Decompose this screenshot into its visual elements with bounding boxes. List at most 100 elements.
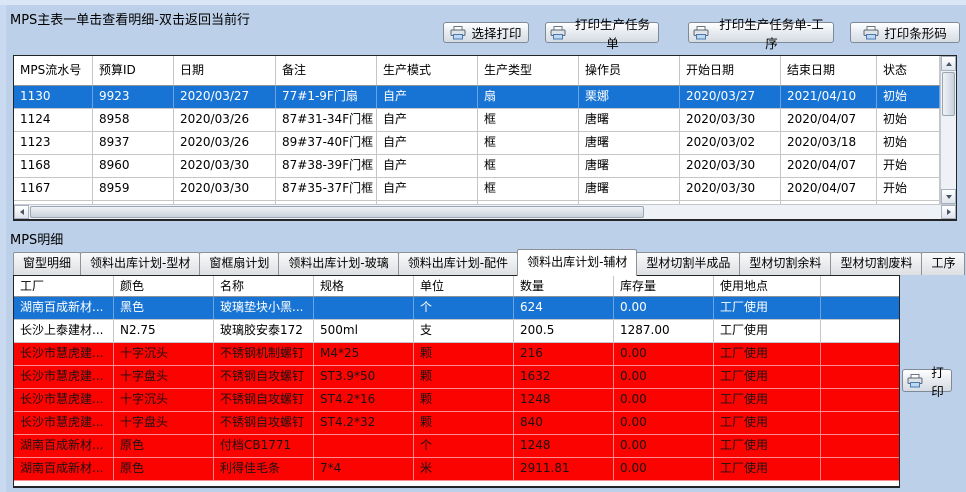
column-header[interactable]: 状态 (877, 56, 940, 85)
cell: 7*4 (314, 458, 414, 480)
column-header[interactable]: 操作员 (579, 56, 680, 85)
button-label: 打印生产任务单-工序 (719, 16, 824, 51)
column-header[interactable]: 结束日期 (781, 56, 877, 85)
column-header[interactable]: 工厂 (14, 276, 114, 296)
table-row[interactable]: 湖南百成新材... 黑色 玻璃垫块小黑... 个 624 0.00 工厂使用 (14, 297, 899, 320)
cell: 0.00 (614, 366, 714, 388)
tab-领料出库计划-配件[interactable]: 领料出库计划-配件 (397, 252, 519, 275)
select-print-button[interactable]: 选择打印 (443, 22, 529, 43)
printer-icon (450, 25, 466, 40)
cell: 玻璃胶安泰172 (214, 320, 314, 342)
cell: 个 (414, 435, 514, 457)
cell: 湖南百成新材... (14, 458, 114, 480)
table-row[interactable]: 1124 8958 2020/03/26 87#31-34F门框 自产框唐曙 2020/0… (14, 109, 956, 132)
scroll-up-button[interactable] (941, 56, 956, 71)
cell: 1124 (14, 109, 93, 131)
cell: ST4.2*32 (314, 412, 414, 434)
table-row[interactable]: 1123 8937 2020/03/26 89#37-40F门框 自产框唐曙 2020/0… (14, 132, 956, 155)
cell: 87#35-37F门框 (276, 178, 377, 200)
cell: 十字盘头 (114, 366, 214, 388)
cell (781, 201, 877, 205)
vertical-scrollbar[interactable] (940, 56, 956, 204)
table-row[interactable]: 1168 8960 2020/03/30 87#38-39F门框 自产框唐曙 2020/0… (14, 155, 956, 178)
print-production-task-process-button[interactable]: 打印生产任务单-工序 (688, 17, 834, 51)
cell: 框 (478, 109, 579, 131)
cell (174, 201, 276, 205)
table-row[interactable]: 长沙上泰建材... N2.75 玻璃胶安泰172 500ml 支 200.5 1287.00… (14, 320, 899, 343)
tab-领料出库计划-辅材[interactable]: 领料出库计划-辅材 (517, 249, 638, 276)
tab-型材切割半成品[interactable]: 型材切割半成品 (636, 252, 741, 275)
column-header[interactable]: 开始日期 (680, 56, 781, 85)
scroll-down-button[interactable] (941, 189, 956, 204)
tab-工序[interactable]: 工序 (921, 252, 966, 275)
scroll-left-button[interactable] (14, 205, 29, 219)
cell: 湖南百成新材... (14, 297, 114, 319)
column-header[interactable]: 颜色 (114, 276, 214, 296)
cell: 9923 (93, 86, 174, 108)
master-table-body: 1130 9923 2020/03/27 77#1-9F门扇 自产扇栗娜 2020/03/… (14, 86, 956, 205)
column-header[interactable]: 单位 (414, 276, 514, 296)
cell: 长沙上泰建材... (14, 320, 114, 342)
detail-print-button[interactable]: 打印 (902, 365, 952, 399)
cell: 1287.00 (614, 320, 714, 342)
table-row[interactable]: 湖南百成新材... 原色 利得佳毛条 7*4 米 2911.81 0.00 工厂使用 (14, 458, 899, 481)
print-production-task-button[interactable]: 打印生产任务单 (545, 17, 659, 51)
column-header[interactable]: 库存量 (614, 276, 714, 296)
cell: 2020/03/18 (781, 132, 877, 154)
horizontal-scroll-thumb[interactable] (30, 206, 644, 218)
tab-窗框扇计划[interactable]: 窗框扇计划 (199, 252, 280, 275)
cell: 玻璃垫块小黑... (214, 297, 314, 319)
table-row[interactable]: 1167 8959 2020/03/30 87#35-37F门框 自产框唐曙 2020/0… (14, 178, 956, 201)
tab-领料出库计划-型材[interactable]: 领料出库计划-型材 (80, 252, 201, 275)
cell: 自产 (377, 178, 478, 200)
column-header[interactable]: 规格 (314, 276, 414, 296)
printer-icon (693, 25, 709, 40)
printer-icon (863, 25, 879, 40)
table-row[interactable]: 长沙市慧虎建... 十字沉头 不锈钢自攻螺钉 ST4.2*16 颗 1248 0.00 工厂使… (14, 389, 899, 412)
horizontal-scrollbar[interactable] (14, 204, 956, 219)
scroll-right-button[interactable] (941, 205, 956, 219)
cell: 0.00 (614, 389, 714, 411)
cell: 扇 (478, 86, 579, 108)
tab-窗型明细[interactable]: 窗型明细 (13, 252, 82, 275)
cell: 工厂使用 (714, 297, 821, 319)
cell: 长沙市慧虎建... (14, 412, 114, 434)
cell: 初始 (877, 132, 940, 154)
cell: ST4.2*16 (314, 389, 414, 411)
table-row[interactable]: 长沙市慧虎建... 十字盘头 不锈钢自攻螺钉 ST3.9*50 颗 1632 0.00 工厂使… (14, 366, 899, 389)
table-row[interactable]: 长沙市慧虎建... 十字沉头 不锈钢机制螺钉 M4*25 颗 216 0.00 工厂使用 (14, 343, 899, 366)
tab-型材切割余料[interactable]: 型材切割余料 (739, 252, 832, 275)
column-header[interactable]: 生产模式 (377, 56, 478, 85)
column-header[interactable]: MPS流水号 (14, 56, 93, 85)
column-header[interactable]: 预算ID (93, 56, 174, 85)
vertical-scroll-thumb[interactable] (942, 72, 955, 116)
window-frame-left (0, 0, 6, 492)
cell: ST3.9*50 (314, 366, 414, 388)
column-header[interactable]: 生产类型 (478, 56, 579, 85)
column-header[interactable]: 使用地点 (714, 276, 821, 296)
column-header[interactable]: 日期 (174, 56, 276, 85)
tab-型材切割废料[interactable]: 型材切割废料 (830, 252, 923, 275)
column-header[interactable]: 备注 (276, 56, 377, 85)
cell: 原色 (114, 458, 214, 480)
cell: 1168 (14, 155, 93, 177)
cell: 工厂使用 (714, 320, 821, 342)
tab-领料出库计划-玻璃[interactable]: 领料出库计划-玻璃 (278, 252, 399, 275)
table-row[interactable]: 长沙市慧虎建... 十字盘头 不锈钢自攻螺钉 ST4.2*32 颗 840 0.00 工厂使用 (14, 412, 899, 435)
arrow-left-icon (19, 209, 24, 215)
column-header[interactable]: 数量 (514, 276, 614, 296)
cell: 工厂使用 (714, 366, 821, 388)
cell: 0.00 (614, 343, 714, 365)
cell: N2.75 (114, 320, 214, 342)
table-row[interactable]: 1130 9923 2020/03/27 77#1-9F门扇 自产扇栗娜 2020/03/… (14, 86, 956, 109)
print-barcode-button[interactable]: 打印条形码 (850, 22, 960, 43)
cell: 初始 (877, 86, 940, 108)
cell: 2020/03/30 (680, 178, 781, 200)
table-row[interactable]: 湖南百成新材... 原色 付档CB1771 个 1248 0.00 工厂使用 (14, 435, 899, 458)
cell: 0.00 (614, 435, 714, 457)
cell: 唐曙 (579, 178, 680, 200)
cell: 工厂使用 (714, 389, 821, 411)
cell: 2020/04/07 (781, 178, 877, 200)
column-header[interactable]: 名称 (214, 276, 314, 296)
cell: 十字沉头 (114, 343, 214, 365)
